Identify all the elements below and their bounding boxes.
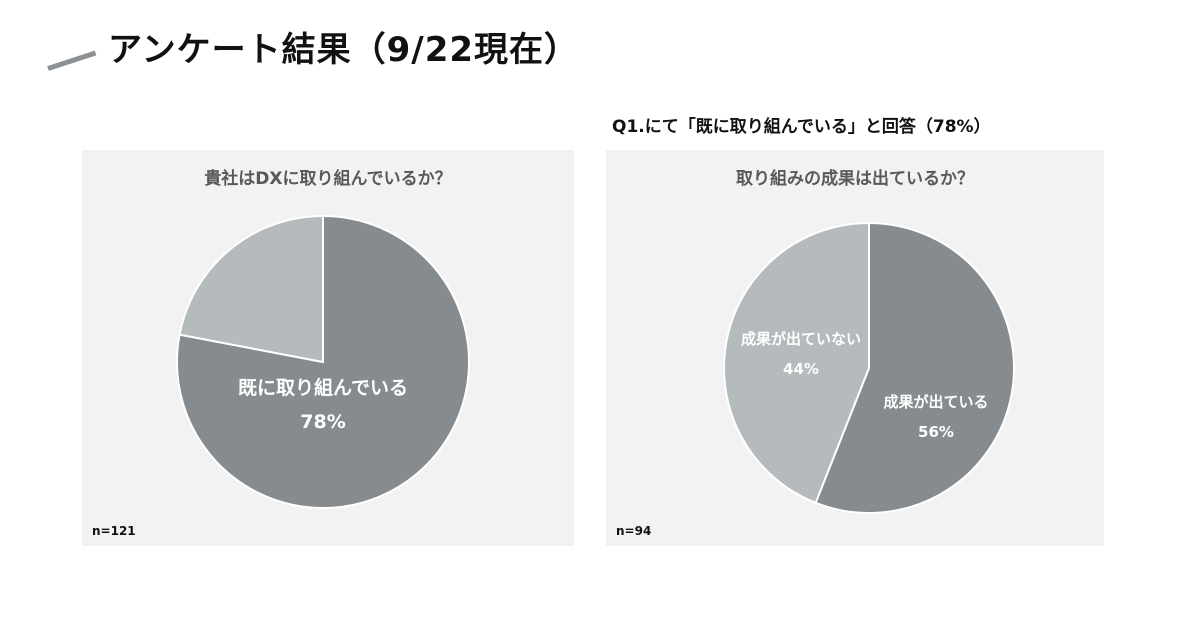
- slice-label: 成果が出ている: [883, 393, 988, 411]
- slice-value-label: 78%: [300, 411, 345, 433]
- pie-slice: [723, 221, 870, 505]
- page-title: アンケート結果（9/22現在）: [108, 30, 580, 70]
- chart-panel-dx: 貴社はDXに取り組んでいるか？ 既に取り組んでいる 78% n=121: [82, 150, 574, 546]
- sample-size-note: n=121: [92, 524, 136, 538]
- slice-value-label: 56%: [918, 423, 954, 441]
- slice-value-label: 44%: [783, 360, 819, 378]
- question-note: Q1.にて「既に取り組んでいる」と回答（78%）: [612, 117, 991, 137]
- chart-title: 貴社はDXに取り組んでいるか？: [204, 169, 452, 189]
- slice-label: 既に取り組んでいる: [238, 376, 408, 399]
- pie-chart-results: 成果が出ている 56% 成果が出ていない 44%: [723, 221, 1015, 514]
- sample-size-note: n=94: [616, 524, 652, 538]
- pie-slice: [814, 221, 1015, 514]
- chart-panel-results: 取り組みの成果は出ているか？ 成果が出ている 56% 成果が出ていない 44% n=9…: [606, 150, 1104, 546]
- pie-slice: [178, 214, 324, 364]
- chart-title: 取り組みの成果は出ているか？: [736, 169, 974, 189]
- slice-label: 成果が出ていない: [741, 330, 861, 348]
- accent-stripe: [47, 50, 97, 71]
- pie-chart-dx: 既に取り組んでいる 78%: [176, 214, 470, 509]
